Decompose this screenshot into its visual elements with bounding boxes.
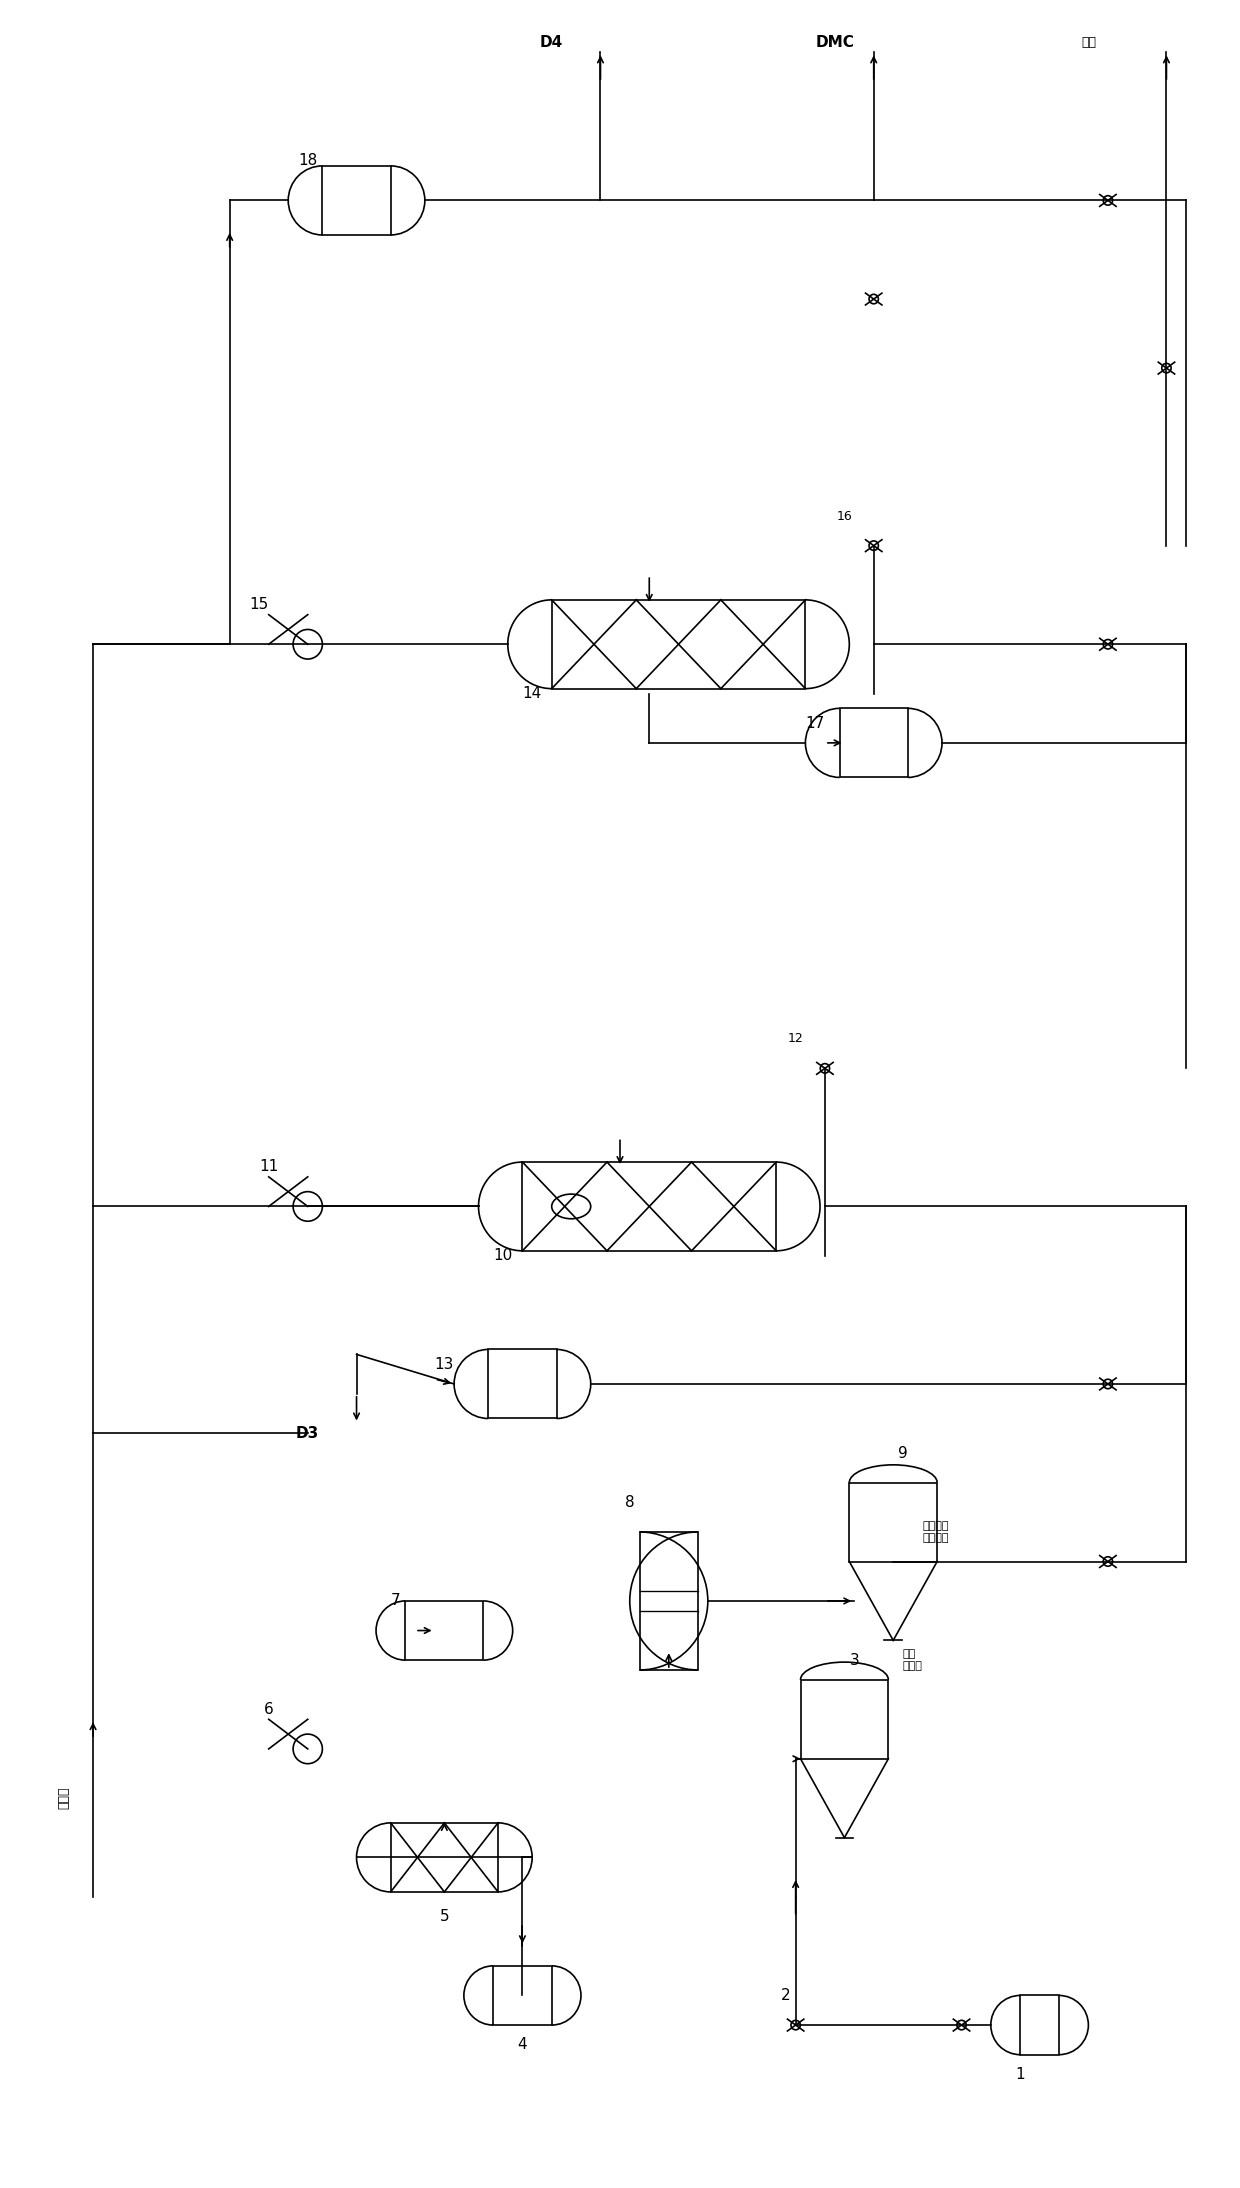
Text: DMC: DMC <box>815 35 854 50</box>
Text: 2: 2 <box>781 1989 791 2002</box>
Text: 去脱水塔
脱甲醇塔: 去脱水塔 脱甲醇塔 <box>923 1521 949 1543</box>
Bar <box>405 1602 484 1661</box>
Text: 补偿: 补偿 <box>1081 37 1096 48</box>
Text: 3: 3 <box>849 1652 859 1667</box>
Text: 15: 15 <box>249 597 269 613</box>
Text: 7: 7 <box>391 1593 401 1608</box>
Bar <box>494 1965 552 2026</box>
Bar <box>489 1350 557 1418</box>
Text: 脱盐水: 脱盐水 <box>57 1788 71 1809</box>
Text: D4: D4 <box>541 35 563 50</box>
Bar <box>849 1483 937 1562</box>
Text: 10: 10 <box>494 1247 512 1262</box>
Text: 17: 17 <box>806 715 825 731</box>
Bar <box>640 1532 698 1669</box>
Bar <box>839 709 908 777</box>
Text: 11: 11 <box>259 1160 278 1175</box>
Text: 5: 5 <box>439 1910 449 1923</box>
Bar <box>801 1680 888 1759</box>
Text: 14: 14 <box>522 687 542 700</box>
Bar <box>1021 1995 1059 2055</box>
Text: 13: 13 <box>435 1357 454 1372</box>
Text: 4: 4 <box>517 2037 527 2052</box>
Text: D3: D3 <box>296 1427 320 1440</box>
Text: 18: 18 <box>298 153 317 168</box>
Text: 大型
聚水器: 大型 聚水器 <box>903 1650 923 1672</box>
Text: 16: 16 <box>837 510 852 523</box>
Text: 6: 6 <box>264 1702 274 1718</box>
Text: 1: 1 <box>1016 2068 1025 2081</box>
Bar <box>391 1823 498 1893</box>
Text: 12: 12 <box>787 1033 804 1046</box>
Bar <box>322 166 391 234</box>
Bar <box>522 1162 776 1252</box>
Bar <box>552 600 806 689</box>
Text: 8: 8 <box>625 1494 635 1510</box>
Text: 9: 9 <box>898 1446 908 1462</box>
